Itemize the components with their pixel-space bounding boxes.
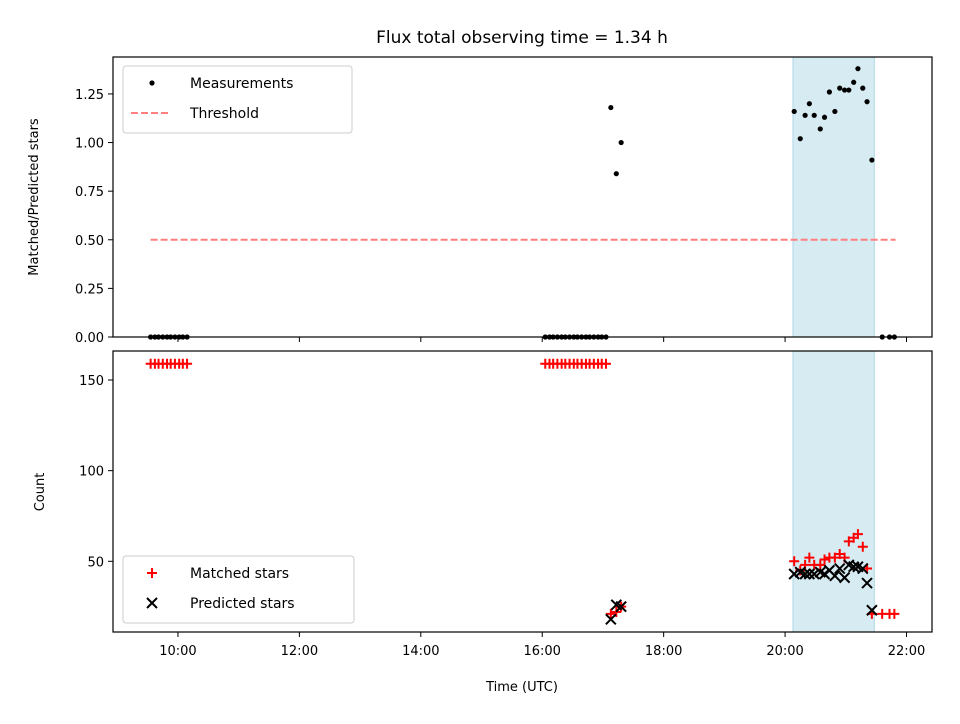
measurement-point <box>860 85 866 91</box>
x-tick-label: 16:00 <box>523 644 560 659</box>
matched-star-marker <box>789 556 800 567</box>
measurement-point <box>806 101 812 107</box>
bottom-highlight-span <box>792 350 875 633</box>
legend-label: Measurements <box>190 76 293 92</box>
bottom-series-cross <box>605 559 878 626</box>
measurement-point <box>826 89 832 95</box>
bottom-y-axis-label: Count <box>33 473 48 512</box>
bottom-axes-frame <box>112 350 933 633</box>
measurement-point <box>832 108 838 115</box>
matched-star-marker <box>605 608 616 619</box>
legend-box <box>122 65 353 134</box>
top-y-tick-label: 0.75 <box>75 185 104 200</box>
predicted-star-marker <box>834 562 846 575</box>
measurement-point <box>613 171 619 177</box>
top-y-tick-label: 1.00 <box>75 137 104 152</box>
predicted-star-marker <box>866 604 878 616</box>
matched-star-marker <box>852 529 863 540</box>
top-axes-frame <box>112 56 933 338</box>
matched-star-marker <box>815 559 826 570</box>
x-axis-label: Time (UTC) <box>485 680 558 695</box>
top-y-axis-label: Matched/Predicted stars <box>27 118 42 276</box>
top-y-tick-label: 1.25 <box>75 88 104 103</box>
predicted-star-marker <box>857 562 869 575</box>
top-y-tick-label: 0.00 <box>75 331 104 346</box>
x-tick-label: 20:00 <box>766 644 803 659</box>
bottom-panel: 50 100 150 10:00 12:00 14:00 16:00 18:00 20:00 22… <box>79 350 933 659</box>
measurement-point <box>855 66 861 72</box>
measurement-point <box>817 126 823 132</box>
predicted-star-marker <box>799 568 811 580</box>
top-y-tick-label: 0.50 <box>75 234 104 249</box>
legend-measurement-marker <box>149 80 155 86</box>
bottom-series-plus <box>145 358 900 619</box>
bottom-legend: Matched stars Predicted stars <box>122 555 355 624</box>
legend-label: Threshold <box>189 106 259 122</box>
matched-star-marker <box>804 552 815 563</box>
measurement-point <box>821 114 828 120</box>
bottom-y-tick-label: 100 <box>79 465 104 480</box>
matched-star-marker <box>611 607 622 618</box>
x-tick-label: 10:00 <box>159 644 196 659</box>
bottom-y-tick-label: 50 <box>87 555 104 570</box>
matched-star-marker <box>600 358 611 369</box>
measurement-point <box>864 99 870 105</box>
measurement-point <box>851 79 857 85</box>
bottom-y-tick-label: 150 <box>79 374 104 389</box>
measurement-point <box>608 104 614 111</box>
predicted-star-marker <box>615 600 627 613</box>
x-tick-label: 22:00 <box>888 644 925 659</box>
top-y-tick-label: 0.25 <box>75 282 104 297</box>
x-tick-label: 18:00 <box>645 644 682 659</box>
top-panel: 0.00 0.25 0.50 0.75 1.00 1.25 Measurements Thre… <box>75 56 933 346</box>
predicted-star-marker <box>847 561 860 573</box>
predicted-star-marker <box>829 570 841 582</box>
measurement-point <box>791 108 797 115</box>
matched-star-marker <box>857 541 868 552</box>
measurement-point <box>802 112 808 118</box>
measurement-point <box>797 136 803 142</box>
legend-label: Predicted stars <box>190 596 295 612</box>
measurement-point <box>837 85 843 91</box>
predicted-star-marker <box>861 577 873 589</box>
legend-label: Matched stars <box>190 566 289 582</box>
chart-title: Flux total observing time = 1.34 h <box>376 28 668 48</box>
legend-matched-marker <box>147 568 157 578</box>
top-highlight-span <box>792 56 875 338</box>
matched-star-marker <box>819 554 830 565</box>
legend-box <box>122 555 355 624</box>
measurement-point <box>811 112 817 118</box>
measurement-point <box>841 87 848 93</box>
matched-star-marker <box>182 358 193 369</box>
x-tick-label: 14:00 <box>402 644 439 659</box>
matched-star-marker <box>889 608 900 619</box>
x-tick-label: 12:00 <box>281 644 318 659</box>
top-legend: Measurements Threshold <box>122 65 353 134</box>
predicted-star-marker <box>803 568 816 580</box>
measurement-point <box>618 139 624 146</box>
predicted-star-marker <box>605 613 617 626</box>
legend-predicted-marker <box>146 597 158 609</box>
predicted-star-marker <box>838 571 851 584</box>
measurement-point <box>846 87 852 93</box>
measurement-point <box>869 157 875 163</box>
